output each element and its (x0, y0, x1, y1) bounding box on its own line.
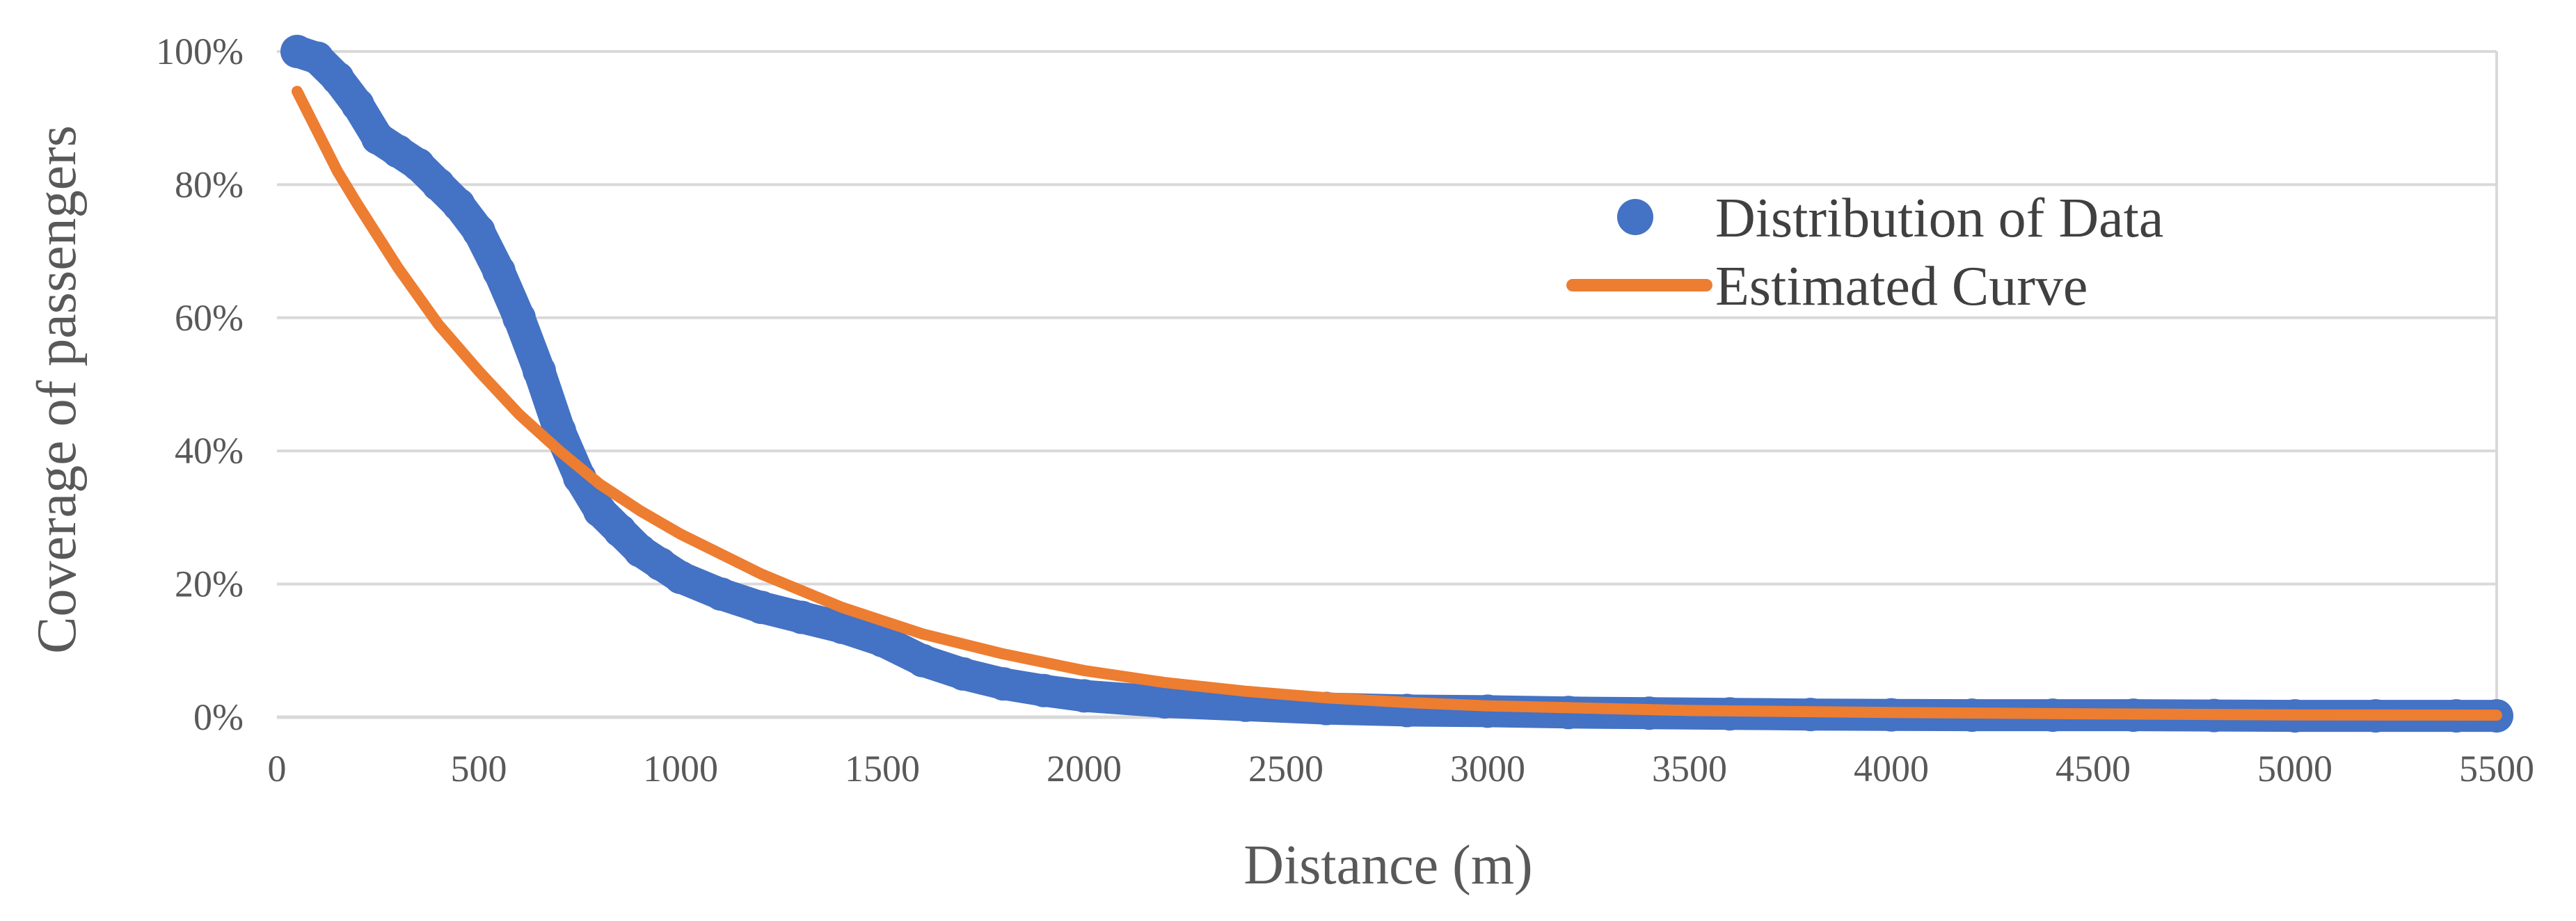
x-tick-label: 5000 (2257, 748, 2332, 790)
data-point (321, 61, 354, 95)
data-point (442, 188, 475, 222)
y-tick-label: 100% (156, 31, 244, 72)
y-axis-title: Coverage of passengers (26, 125, 88, 654)
legend: Distribution of Data Estimated Curve (1566, 188, 2163, 317)
y-tick-label: 20% (175, 563, 244, 605)
x-tick-label: 5500 (2459, 748, 2534, 790)
x-tick-label: 1000 (643, 748, 718, 790)
x-tick-label: 3500 (1652, 748, 1727, 790)
data-point (502, 301, 536, 335)
x-tick-label: 3000 (1450, 748, 1525, 790)
data-point (1148, 684, 1182, 719)
legend-label-estimated: Estimated Curve (1715, 256, 2088, 317)
x-tick-label: 1500 (845, 748, 920, 790)
x-tick-label: 0 (268, 748, 287, 790)
x-tick-label: 2500 (1248, 748, 1323, 790)
x-tick-label: 2000 (1047, 748, 1122, 790)
tick-labels: 0% 20% 40% 60% 80% 100% 0 500 1000 1500 2000 2500 30… (156, 31, 2534, 790)
data-point (825, 610, 859, 644)
series-estimated-curve (292, 86, 2502, 721)
x-tick-label: 4500 (2056, 748, 2131, 790)
y-tick-label: 0% (193, 696, 244, 738)
y-tick-label: 40% (175, 430, 244, 472)
x-tick-label: 4000 (1854, 748, 1929, 790)
data-point (462, 214, 495, 248)
data-point (664, 561, 697, 595)
y-tick-label: 60% (175, 297, 244, 339)
legend-marker-distribution (1617, 199, 1653, 235)
data-point (987, 667, 1020, 701)
data-point (1027, 673, 1060, 707)
data-point (745, 591, 778, 625)
x-tick-label: 500 (451, 748, 507, 790)
gridlines (277, 50, 2498, 717)
data-point (785, 600, 818, 634)
data-point (906, 643, 939, 678)
data-point (704, 577, 738, 611)
data-point (1067, 679, 1101, 713)
data-point (341, 88, 374, 122)
data-point (523, 354, 556, 388)
data-point (866, 623, 899, 657)
x-axis-title: Distance (m) (1243, 835, 1532, 896)
y-tick-label: 80% (175, 163, 244, 205)
legend-label-distribution: Distribution of Data (1715, 188, 2163, 249)
data-point (946, 657, 980, 691)
data-point (482, 254, 516, 288)
series-layer (280, 35, 2513, 733)
